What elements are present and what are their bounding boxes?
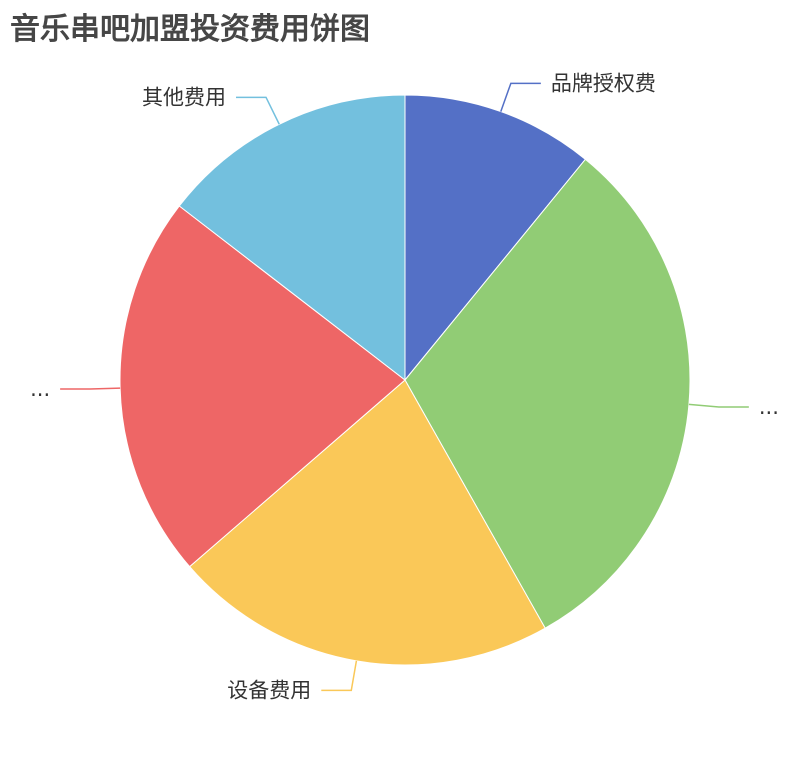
pie-slice[interactable]: [178, 94, 406, 382]
slice-label: 品牌授权费: [551, 71, 656, 95]
slice-label: 设备费用: [227, 678, 311, 702]
label-line: [321, 660, 358, 692]
label-line: [60, 387, 121, 390]
label-line: [688, 403, 749, 408]
chart-title: 音乐串吧加盟投资费用饼图: [10, 12, 370, 47]
slice-label: 其他费用: [142, 85, 226, 109]
slice-label: ...: [30, 377, 50, 401]
slice-label: ...: [759, 395, 779, 419]
label-line: [236, 96, 280, 125]
label-line: [500, 82, 541, 112]
